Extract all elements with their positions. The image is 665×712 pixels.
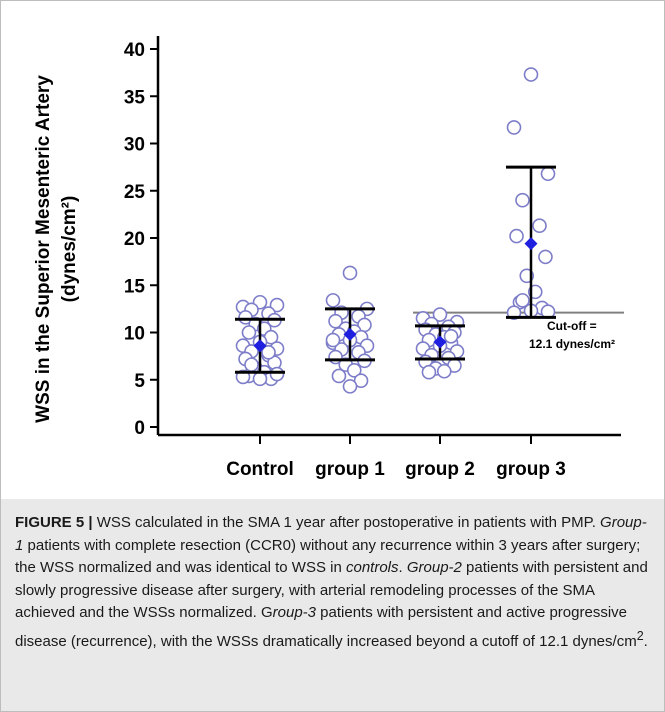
cutoff-label-line2: 12.1 dynes/cm² <box>529 337 615 351</box>
data-point <box>269 297 285 313</box>
data-point <box>506 120 522 135</box>
data-point <box>346 362 362 378</box>
y-tick-label: 20 <box>124 229 145 250</box>
caption-text-2: patients with complete resection (CCR0) … <box>15 536 641 577</box>
mean-marker <box>524 237 538 251</box>
data-point <box>515 192 530 208</box>
y-tick-label: 25 <box>124 182 146 203</box>
caption-group2-name: Group-2 <box>406 559 462 576</box>
data-point <box>515 293 530 308</box>
data-point <box>421 364 437 380</box>
scatter-chart: 0 5 10 15 20 25 30 35 40 Control group 1 group 2 gro… <box>33 36 624 480</box>
data-point <box>241 325 257 340</box>
data-point <box>331 368 347 384</box>
data-point <box>432 307 448 322</box>
mean-marker <box>253 339 267 353</box>
caption-text-3: . <box>398 559 407 576</box>
caption-text-4: patients with persistent and slowly prog… <box>15 559 648 621</box>
y-tick-label: 15 <box>124 276 146 297</box>
y-tick-label: 35 <box>124 87 146 108</box>
labels-layer: WSS in the Superior Mesenteric Artery (d… <box>33 75 615 423</box>
x-tick-label: group 3 <box>496 459 566 480</box>
data-point <box>325 332 341 348</box>
y-tick-label: 10 <box>124 324 145 345</box>
x-tick-label: Control <box>226 459 294 480</box>
axes: 0 5 10 15 20 25 30 35 40 Control group 1 group 2 gro… <box>124 36 621 480</box>
caption-box: FIGURE 5 | WSS calculated in the SMA 1 y… <box>1 499 664 711</box>
data-point <box>540 166 556 182</box>
caption-text-5: patients with persistent and active prog… <box>15 604 637 650</box>
mean-marker <box>343 327 357 341</box>
y-tick-label: 40 <box>124 40 145 61</box>
figure-caption: FIGURE 5 | WSS calculated in the SMA 1 y… <box>15 512 651 653</box>
y-tick-label: 0 <box>134 418 145 439</box>
mean-marker <box>433 335 447 349</box>
data-point <box>342 379 358 394</box>
data-point <box>509 228 524 244</box>
caption-group1-name: Group-1 <box>15 514 647 554</box>
caption-text-6: . <box>643 632 648 650</box>
y-tick-label: 30 <box>124 135 145 156</box>
cutoff-label-line1: Cut-off = <box>547 319 597 333</box>
caption-superscript: 2 <box>636 628 644 643</box>
data-point <box>532 218 547 234</box>
caption-controls-word: controls <box>345 559 399 576</box>
data-point <box>538 249 553 265</box>
data-point <box>436 363 452 379</box>
data-point <box>261 345 276 360</box>
errorbars-layer <box>235 165 556 374</box>
x-tick-label: group 2 <box>405 459 475 480</box>
figure-label: FIGURE 5 | <box>15 514 93 531</box>
data-point <box>342 265 358 281</box>
y-tick-label: 5 <box>134 371 145 392</box>
means-layer <box>253 237 538 353</box>
data-point <box>244 357 259 372</box>
caption-group3-name: roup-3 <box>272 604 316 621</box>
points-layer <box>235 67 556 394</box>
data-point <box>252 371 268 387</box>
caption-text-1: WSS calculated in the SMA 1 year after p… <box>92 514 601 531</box>
y-axis-label-line1: WSS in the Superior Mesenteric Artery <box>33 75 54 423</box>
data-point <box>269 366 285 382</box>
data-point <box>325 293 341 308</box>
data-point <box>328 313 343 329</box>
x-tick-label: group 1 <box>315 459 385 480</box>
y-axis-label-line2: (dynes/cm²) <box>59 196 80 303</box>
data-point <box>523 67 539 82</box>
data-point <box>443 328 459 344</box>
